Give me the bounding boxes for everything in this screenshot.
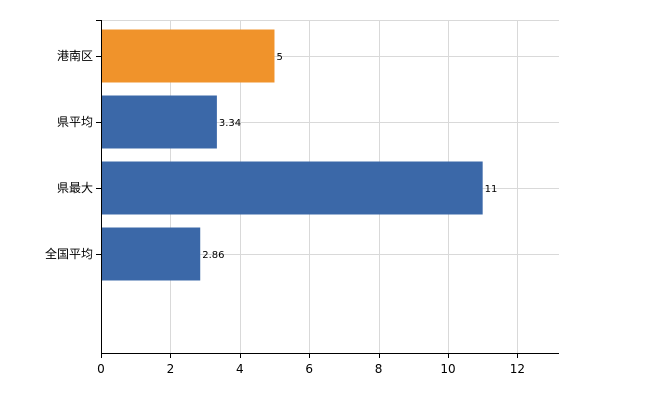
y-category-label: 港南区 — [57, 48, 93, 63]
x-tick-label: 6 — [305, 362, 313, 376]
bar-1 — [102, 95, 217, 149]
y-category-label: 県最大 — [57, 181, 93, 195]
x-tick-label: 12 — [510, 362, 525, 376]
x-tick-label: 0 — [97, 362, 105, 376]
bar-2 — [102, 161, 483, 215]
x-tick-label: 2 — [167, 362, 175, 376]
bar-0 — [102, 29, 275, 83]
labels: 0 2 4 6 8 10 12 港南区 5 県平均 3.34 県最大 11 全国平均 2.86 — [45, 48, 525, 376]
x-tick-label: 10 — [440, 362, 455, 376]
x-tick-label: 8 — [375, 362, 383, 376]
bar-value-label: 3.34 — [219, 118, 241, 129]
bar-3 — [102, 227, 201, 281]
y-category-label: 全国平均 — [45, 246, 93, 261]
x-tick-label: 4 — [236, 362, 244, 376]
bar-value-label: 2.86 — [202, 250, 224, 261]
axes — [96, 20, 559, 354]
bar-value-label: 5 — [276, 52, 282, 63]
bars — [102, 29, 483, 281]
y-category-label: 県平均 — [57, 115, 93, 129]
bar-value-label: 11 — [485, 184, 498, 195]
